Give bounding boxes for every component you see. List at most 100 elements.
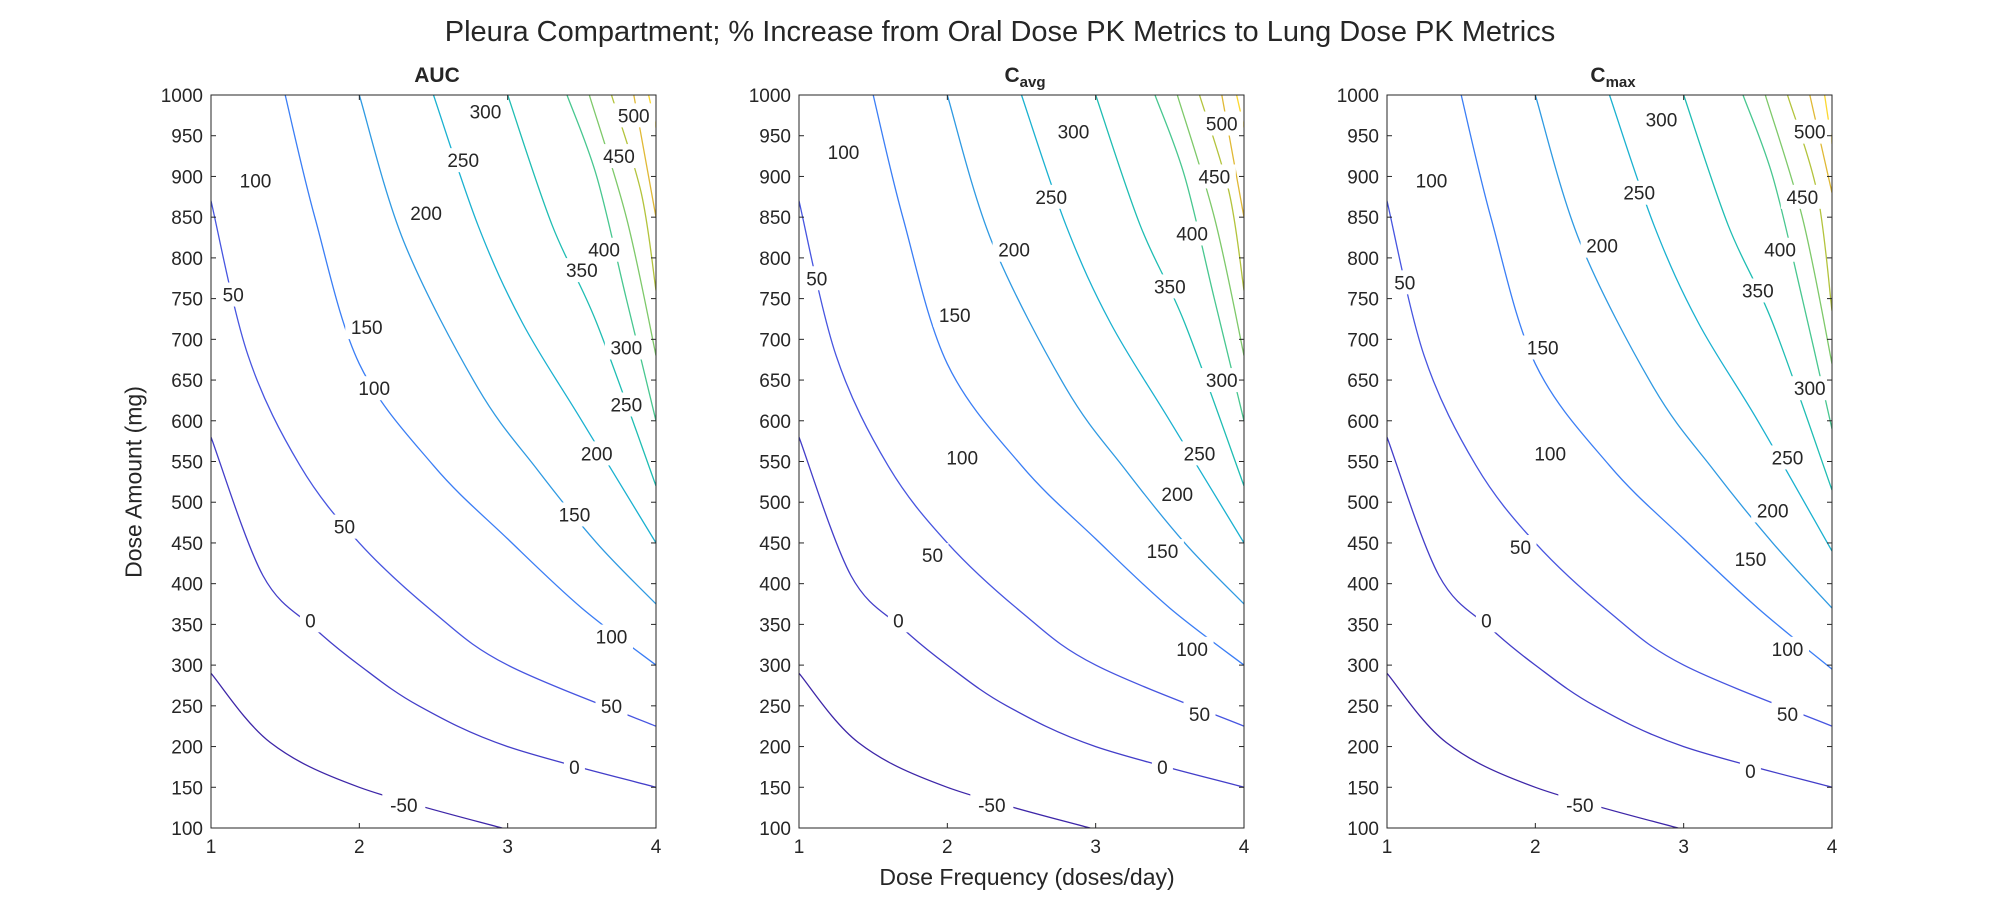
y-tick-label-cavg-200: 200 bbox=[759, 738, 791, 759]
contour-label-bg-cmax-16 bbox=[1788, 376, 1832, 401]
contour-label-cmax-14: 250 bbox=[1772, 448, 1804, 469]
contour-line-auc-neg50 bbox=[211, 672, 505, 828]
contour-label-cmax-5: 50 bbox=[1777, 705, 1798, 726]
contour-label-auc-18: 400 bbox=[588, 241, 620, 262]
plot-area-cmax bbox=[1387, 95, 1832, 828]
figure-title: Pleura Compartment; % Increase from Oral… bbox=[444, 16, 1556, 48]
contour-label-bg-cavg-17 bbox=[1148, 274, 1192, 299]
panel-auc: -50 0 0 50 50 50 100 100 100 150 150 200 200 250 250 30… bbox=[161, 86, 662, 858]
x-tick-label-auc-2: 2 bbox=[354, 837, 365, 858]
panel-title-cmax-sub: max bbox=[1605, 74, 1636, 91]
contour-label-cmax-7: 100 bbox=[1534, 444, 1566, 465]
contour-label-cavg-8: 100 bbox=[1176, 640, 1208, 661]
contour-label-bg-cmax-7 bbox=[1528, 441, 1572, 466]
contour-label-bg-cmax-2 bbox=[1739, 758, 1761, 783]
contour-label-auc-1: 0 bbox=[305, 611, 316, 632]
contour-label-cmax-17: 350 bbox=[1742, 281, 1774, 302]
panel-title-auc: AUC bbox=[207, 64, 667, 91]
panel-title-cmax-main: C bbox=[1590, 64, 1606, 87]
contour-label-cmax-9: 150 bbox=[1527, 338, 1559, 359]
contour-label-bg-auc-1 bbox=[299, 608, 321, 633]
y-tick-label-cmax-300: 300 bbox=[1347, 656, 1379, 677]
contour-label-bg-cavg-14 bbox=[1178, 441, 1221, 466]
y-tick-label-cmax-200: 200 bbox=[1347, 738, 1379, 759]
contour-label-auc-12: 200 bbox=[581, 444, 613, 465]
contour-label-bg-cmax-19 bbox=[1780, 184, 1824, 209]
x-tick-label-cavg-1: 1 bbox=[794, 837, 805, 858]
contour-label-cmax-18: 400 bbox=[1764, 241, 1796, 262]
y-tick-label-cmax-500: 500 bbox=[1347, 493, 1379, 514]
contour-line-cavg-neg50 bbox=[799, 672, 1093, 828]
contour-label-cavg-10: 150 bbox=[1147, 542, 1179, 563]
contour-label-auc-17: 350 bbox=[566, 261, 598, 282]
contour-label-bg-cmax-6 bbox=[1410, 168, 1453, 193]
contour-line-cavg-100 bbox=[872, 95, 1244, 666]
panel-title-cavg-main: C bbox=[1004, 64, 1020, 87]
contour-label-cmax-16: 300 bbox=[1794, 379, 1826, 400]
panel-cavg: -50 0 0 50 50 50 100 100 100 150 150 200 200 250 250 30… bbox=[749, 86, 1250, 858]
y-tick-label-auc-450: 450 bbox=[171, 534, 203, 555]
contour-label-cavg-19: 450 bbox=[1198, 167, 1230, 188]
contour-label-cmax-4: 50 bbox=[1510, 538, 1531, 559]
contour-label-bg-auc-8 bbox=[590, 624, 633, 649]
panel-title-cavg: Cavg bbox=[795, 64, 1255, 91]
contour-line-cavg-350 bbox=[1176, 95, 1244, 356]
y-tick-label-cmax-250: 250 bbox=[1347, 697, 1379, 718]
contour-label-auc-20: 500 bbox=[618, 106, 650, 127]
contour-line-cavg-150 bbox=[946, 95, 1244, 605]
contour-label-bg-cavg-0 bbox=[970, 793, 1014, 818]
contour-label-bg-cavg-12 bbox=[1155, 482, 1199, 507]
contour-label-bg-auc-10 bbox=[552, 502, 596, 527]
y-tick-label-cavg-900: 900 bbox=[759, 167, 791, 188]
contour-label-bg-cavg-2 bbox=[1151, 754, 1173, 779]
y-tick-label-auc-850: 850 bbox=[171, 208, 203, 229]
contour-label-cmax-11: 200 bbox=[1586, 237, 1618, 258]
contour-label-bg-cavg-18 bbox=[1170, 221, 1214, 246]
contour-label-cavg-13: 250 bbox=[1035, 188, 1067, 209]
contour-label-bg-auc-14 bbox=[604, 392, 648, 417]
x-tick-label-cavg-2: 2 bbox=[942, 837, 953, 858]
contour-label-bg-cmax-17 bbox=[1736, 278, 1780, 303]
contour-label-cavg-16: 300 bbox=[1206, 371, 1238, 392]
contour-label-cmax-6: 100 bbox=[1416, 172, 1448, 193]
y-tick-label-cavg-250: 250 bbox=[759, 697, 791, 718]
y-tick-label-cavg-150: 150 bbox=[759, 778, 791, 799]
contour-label-cavg-5: 50 bbox=[1189, 705, 1210, 726]
contour-label-auc-13: 250 bbox=[447, 151, 479, 172]
contour-label-cmax-3: 50 bbox=[1394, 273, 1415, 294]
contour-label-auc-7: 100 bbox=[358, 379, 390, 400]
contour-label-bg-auc-17 bbox=[560, 258, 604, 283]
contour-label-cmax-1: 0 bbox=[1481, 611, 1492, 632]
contour-label-bg-cavg-9 bbox=[933, 302, 977, 327]
contour-label-cavg-7: 100 bbox=[946, 448, 978, 469]
contour-label-bg-cmax-14 bbox=[1766, 445, 1809, 470]
contour-label-bg-cmax-1 bbox=[1475, 608, 1497, 633]
contour-label-auc-9: 150 bbox=[351, 318, 383, 339]
y-tick-label-auc-500: 500 bbox=[171, 493, 203, 514]
contour-label-bg-cavg-13 bbox=[1029, 184, 1073, 209]
contour-label-cmax-2: 0 bbox=[1745, 762, 1756, 783]
panel-cmax: -50 0 0 50 50 50 100 100 100 150 150 200 200 250 250 30… bbox=[1337, 86, 1838, 858]
panel-title-auc-main: AUC bbox=[414, 64, 460, 87]
y-tick-label-auc-550: 550 bbox=[171, 453, 203, 474]
contour-label-bg-cmax-12 bbox=[1751, 498, 1795, 523]
contour-line-auc-350 bbox=[588, 95, 656, 356]
y-tick-label-cmax-550: 550 bbox=[1347, 453, 1379, 474]
y-tick-label-cavg-400: 400 bbox=[759, 575, 791, 596]
contour-line-cmax-450 bbox=[1809, 95, 1832, 193]
contour-line-cmax-150 bbox=[1534, 95, 1832, 609]
contour-line-cmax-350 bbox=[1764, 95, 1832, 364]
contour-label-bg-auc-20 bbox=[612, 103, 656, 128]
contour-label-bg-auc-9 bbox=[345, 315, 389, 340]
contour-label-auc-0: -50 bbox=[390, 796, 417, 817]
y-tick-label-auc-900: 900 bbox=[171, 167, 203, 188]
contour-label-bg-cmax-5 bbox=[1771, 701, 1804, 726]
contour-label-auc-8: 100 bbox=[596, 628, 628, 649]
x-tick-label-auc-3: 3 bbox=[502, 837, 513, 858]
x-tick-label-cmax-2: 2 bbox=[1530, 837, 1541, 858]
y-tick-label-auc-600: 600 bbox=[171, 412, 203, 433]
y-tick-label-cavg-100: 100 bbox=[759, 819, 791, 840]
contour-label-auc-4: 50 bbox=[334, 518, 355, 539]
y-tick-label-cavg-550: 550 bbox=[759, 453, 791, 474]
contour-line-cmax-neg50 bbox=[1387, 672, 1681, 828]
